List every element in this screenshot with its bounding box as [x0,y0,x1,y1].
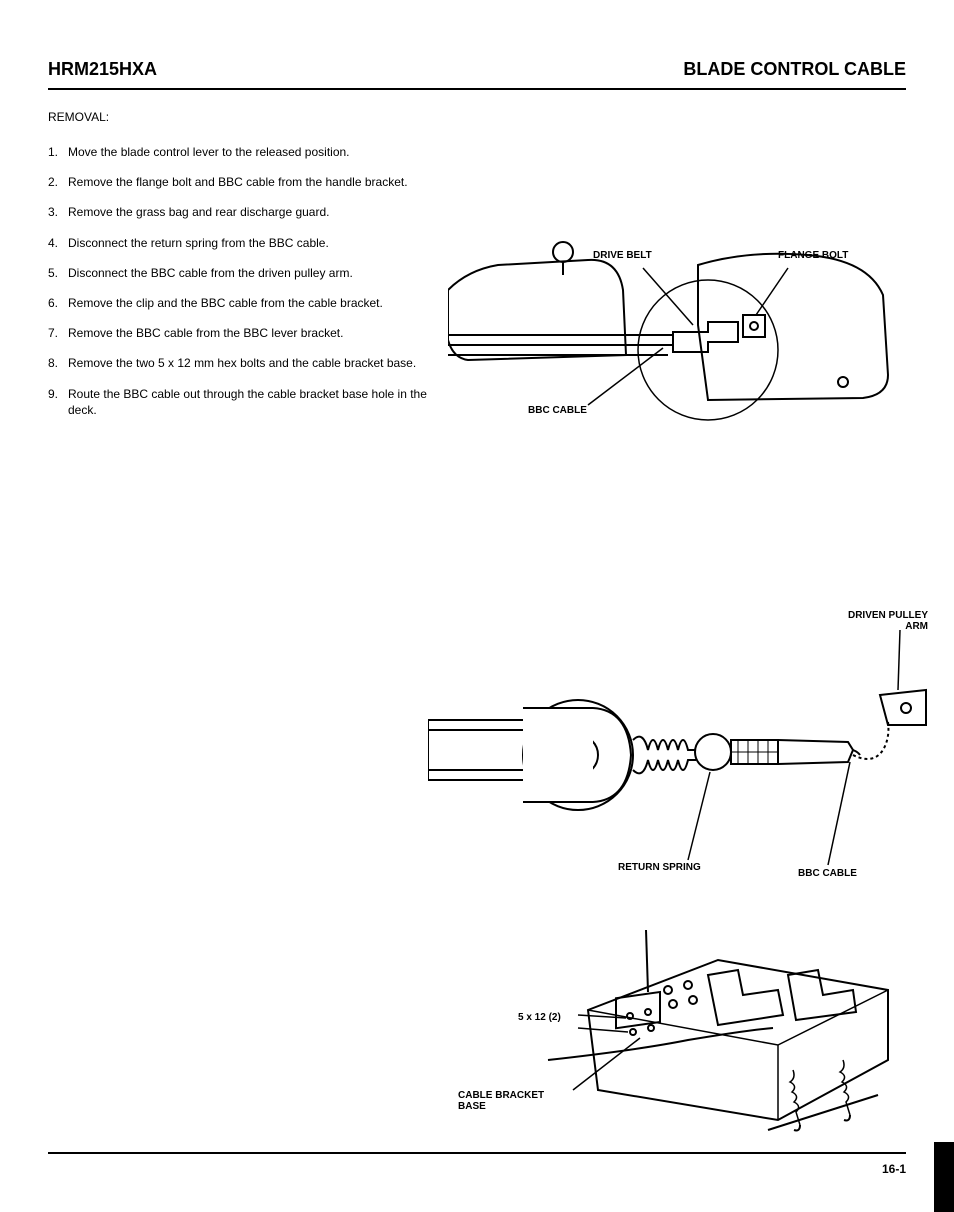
step-text: Disconnect the BBC cable from the driven… [68,265,428,281]
step-text: Remove the two 5 x 12 mm hex bolts and t… [68,355,428,371]
step-text: Remove the BBC cable from the BBC lever … [68,325,428,341]
step-text: Move the blade control lever to the rele… [68,144,428,160]
page: HRM215HXA BLADE CONTROL CABLE REMOVAL: 1… [48,30,906,1182]
step-9: 9. Route the BBC cable out through the c… [48,386,428,418]
header-title: BLADE CONTROL CABLE [683,59,906,80]
step-number: 6. [48,295,68,311]
side-tab [934,1142,954,1212]
label-drive-belt: DRIVE BELT [593,250,652,261]
step-number: 2. [48,174,68,190]
page-number: 16-1 [882,1162,906,1176]
figure-1: DRIVE BELT FLANGE BOLT BBC CABLE [448,230,898,460]
step-number: 4. [48,235,68,251]
label-bracket-base: CABLE BRACKET BASE [458,1090,568,1112]
page-header: HRM215HXA BLADE CONTROL CABLE [48,30,906,90]
figure-3: 5 x 12 (2) CABLE BRACKET BASE [518,920,918,1180]
step-1: 1. Move the blade control lever to the r… [48,144,428,160]
page-body: REMOVAL: 1. Move the blade control lever… [48,110,906,418]
label-driven-pulley-arm: DRIVEN PULLEY ARM [838,610,928,632]
step-5: 5. Disconnect the BBC cable from the dri… [48,265,428,281]
step-text: Remove the grass bag and rear discharge … [68,204,428,220]
step-number: 5. [48,265,68,281]
label-flange-bolt: FLANGE BOLT [778,250,848,261]
step-number: 8. [48,355,68,371]
header-model: HRM215HXA [48,59,157,80]
figure-2-svg [428,590,928,890]
step-number: 1. [48,144,68,160]
left-column: REMOVAL: 1. Move the blade control lever… [48,110,428,418]
label-return-spring: RETURN SPRING [618,862,701,873]
section-heading: REMOVAL: [48,110,428,124]
figure-2: DRIVEN PULLEY ARM RETURN SPRING BBC CABL… [428,590,928,890]
step-8: 8. Remove the two 5 x 12 mm hex bolts an… [48,355,428,371]
page-footer: 16-1 [48,1152,906,1182]
step-2: 2. Remove the flange bolt and BBC cable … [48,174,428,190]
step-text: Remove the flange bolt and BBC cable fro… [68,174,428,190]
figure-1-svg [448,230,898,460]
figure-3-svg [518,920,918,1180]
step-text: Route the BBC cable out through the cabl… [68,386,428,418]
step-text: Disconnect the return spring from the BB… [68,235,428,251]
step-6: 6. Remove the clip and the BBC cable fro… [48,295,428,311]
label-bolts: 5 x 12 (2) [518,1012,561,1023]
step-4: 4. Disconnect the return spring from the… [48,235,428,251]
step-number: 7. [48,325,68,341]
label-bbc-cable-2: BBC CABLE [798,868,857,879]
step-number: 9. [48,386,68,418]
step-3: 3. Remove the grass bag and rear dischar… [48,204,428,220]
step-text: Remove the clip and the BBC cable from t… [68,295,428,311]
step-7: 7. Remove the BBC cable from the BBC lev… [48,325,428,341]
label-bbc-cable: BBC CABLE [528,405,587,416]
step-number: 3. [48,204,68,220]
